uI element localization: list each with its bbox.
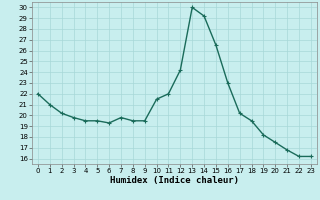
X-axis label: Humidex (Indice chaleur): Humidex (Indice chaleur) (110, 176, 239, 185)
